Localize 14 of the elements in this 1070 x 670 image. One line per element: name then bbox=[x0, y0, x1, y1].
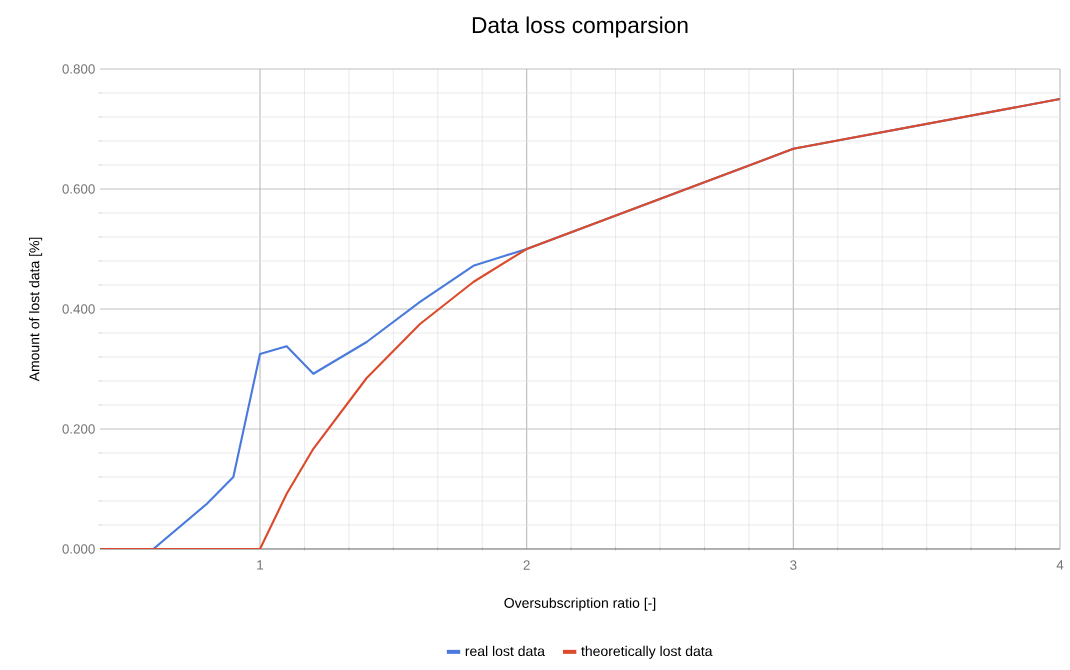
legend-label: real lost data bbox=[465, 645, 545, 657]
y-tick-label: 0.600 bbox=[62, 184, 95, 194]
y-tick-label: 0.000 bbox=[62, 544, 95, 554]
x-tick-label: 2 bbox=[523, 560, 530, 570]
x-axis-title: Oversubscription ratio [-] bbox=[504, 597, 656, 611]
y-axis-title: Amount of lost data [%] bbox=[29, 237, 43, 382]
chart-title: Data loss comparsion bbox=[472, 16, 688, 38]
y-tick-label: 0.400 bbox=[62, 304, 95, 314]
y-tick-label: 0.800 bbox=[62, 64, 95, 74]
x-tick-label: 4 bbox=[1056, 560, 1064, 570]
x-tick-label: 3 bbox=[790, 560, 797, 570]
x-tick-label: 1 bbox=[257, 560, 264, 570]
legend-label: theoretically lost data bbox=[581, 645, 713, 659]
y-tick-label: 0.200 bbox=[62, 424, 95, 434]
